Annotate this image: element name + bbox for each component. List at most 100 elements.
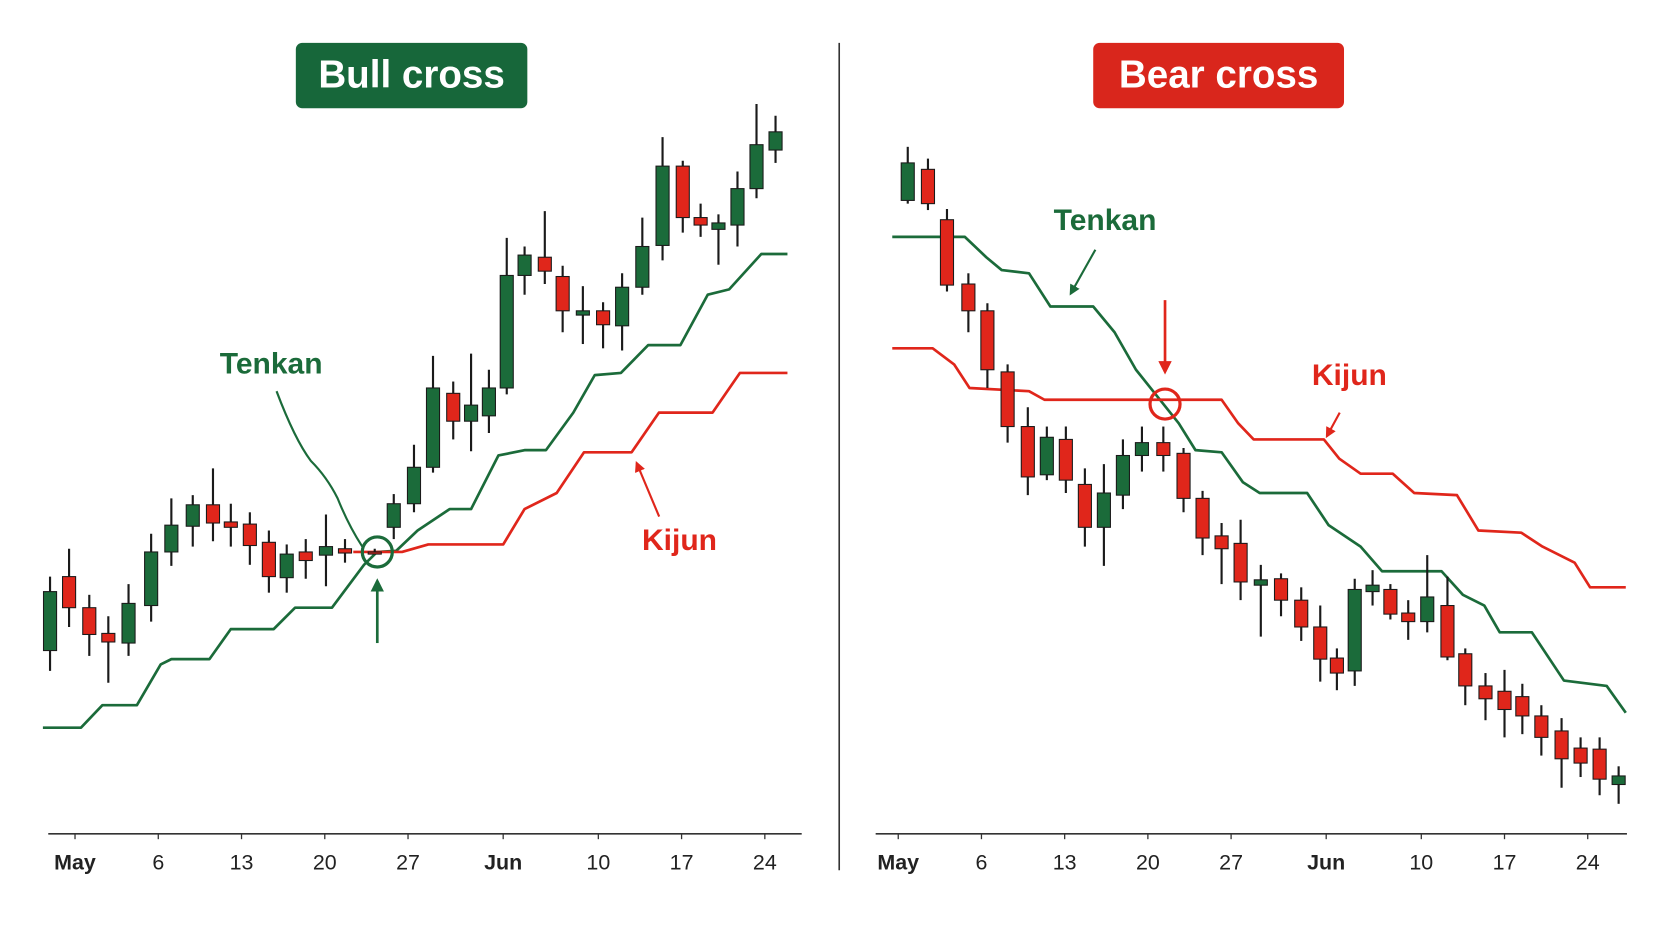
candle-body <box>1039 436 1054 476</box>
candle-body <box>144 551 159 607</box>
x-tick-label: Jun <box>484 850 522 874</box>
candle-body <box>1134 442 1150 457</box>
candle-body <box>1383 588 1398 615</box>
x-tick-label: 6 <box>152 850 164 874</box>
x-tick-label: May <box>877 850 919 874</box>
candle-body <box>749 144 764 190</box>
candle-body <box>279 553 294 579</box>
candle-body <box>446 392 461 422</box>
candle-body <box>675 165 690 219</box>
line-label: Kijun <box>642 524 717 557</box>
x-tick-label: 24 <box>753 850 777 874</box>
candle-body <box>1096 492 1111 528</box>
candle-body <box>298 551 313 562</box>
candle-body <box>920 168 936 205</box>
candle-body <box>82 607 97 636</box>
candle-body <box>517 254 532 276</box>
candle-body <box>481 387 496 417</box>
candle-body <box>693 217 708 226</box>
candle-body <box>205 504 221 524</box>
candle-body <box>1573 747 1588 764</box>
candle-body <box>596 310 611 326</box>
candle-body <box>1420 596 1435 623</box>
candle-body <box>1273 578 1289 601</box>
candle-body <box>499 274 514 389</box>
chart-title: Bear cross <box>1119 53 1318 96</box>
candle-body <box>939 219 955 286</box>
x-tick-label: 20 <box>313 850 337 874</box>
x-tick-label: 17 <box>1493 850 1517 874</box>
candle-body <box>980 310 995 371</box>
candle-body <box>1000 371 1015 428</box>
candle-body <box>223 521 238 528</box>
candle-body <box>164 524 179 553</box>
candle-body <box>425 387 441 468</box>
candle-body <box>386 503 401 528</box>
candle-body <box>1195 497 1210 539</box>
title-box <box>1093 42 1345 109</box>
candle-body <box>961 283 976 312</box>
candle-body <box>575 310 590 316</box>
candle-body <box>1458 653 1473 687</box>
candle-body <box>242 523 257 547</box>
candle-body <box>1233 542 1248 583</box>
candle-body <box>367 551 382 555</box>
candle-body <box>555 275 570 312</box>
cross-marker <box>1148 387 1182 421</box>
candle-body <box>1214 535 1229 550</box>
candle-body <box>463 404 479 422</box>
x-tick-label: 17 <box>670 850 694 874</box>
candle-body <box>1401 612 1416 623</box>
x-tick-label: May <box>54 850 96 874</box>
title-box <box>295 42 528 109</box>
candle-body <box>1554 730 1569 760</box>
x-tick-label: 10 <box>1409 850 1433 874</box>
candle-body <box>655 165 670 246</box>
candle-body <box>101 632 116 643</box>
candle-body <box>1313 626 1328 660</box>
indicator-line <box>42 252 788 730</box>
x-tick-label: Jun <box>1307 850 1345 874</box>
candle-body <box>1534 715 1549 738</box>
pointer <box>1069 249 1097 296</box>
candle-body <box>730 188 745 226</box>
candle-body <box>1077 483 1092 528</box>
candle-body <box>121 602 136 644</box>
candle-body <box>768 131 783 151</box>
candle-body <box>261 541 276 578</box>
candle-body <box>1253 579 1268 586</box>
candle-body <box>185 504 200 527</box>
candle-body <box>406 466 422 505</box>
pointer <box>635 461 661 518</box>
line-label: Kijun <box>1312 359 1387 392</box>
candle-body <box>42 591 58 652</box>
candle-body <box>1176 452 1191 499</box>
candle-body <box>1440 605 1455 658</box>
x-tick-label: 6 <box>975 850 987 874</box>
panel-bear: May 6 13 20 27 Jun 10 17 24 <box>877 146 1627 874</box>
candle-body <box>337 548 353 554</box>
line-label: Tenkan <box>1054 204 1157 237</box>
x-tick-label: 27 <box>396 850 420 874</box>
candle-body <box>318 546 334 556</box>
candle-body <box>900 162 915 201</box>
candle-body <box>1294 599 1309 628</box>
candle-body <box>1497 690 1512 711</box>
candle-body <box>1365 584 1380 593</box>
candle-body <box>711 222 726 230</box>
candle-body <box>61 576 77 609</box>
candle-body <box>1478 685 1493 700</box>
candle-body <box>1020 426 1035 478</box>
x-tick-label: 24 <box>1576 850 1600 874</box>
candle-body <box>1156 442 1171 457</box>
x-tick-label: 13 <box>230 850 254 874</box>
candle-body <box>635 245 650 288</box>
chart-title: Bull cross <box>318 53 505 96</box>
candle-body <box>1329 657 1344 674</box>
x-tick-label: 10 <box>586 850 610 874</box>
candle-body <box>1115 454 1130 496</box>
candle-body <box>1058 438 1073 481</box>
candle-body <box>1611 775 1626 786</box>
line-label: Tenkan <box>220 347 323 380</box>
